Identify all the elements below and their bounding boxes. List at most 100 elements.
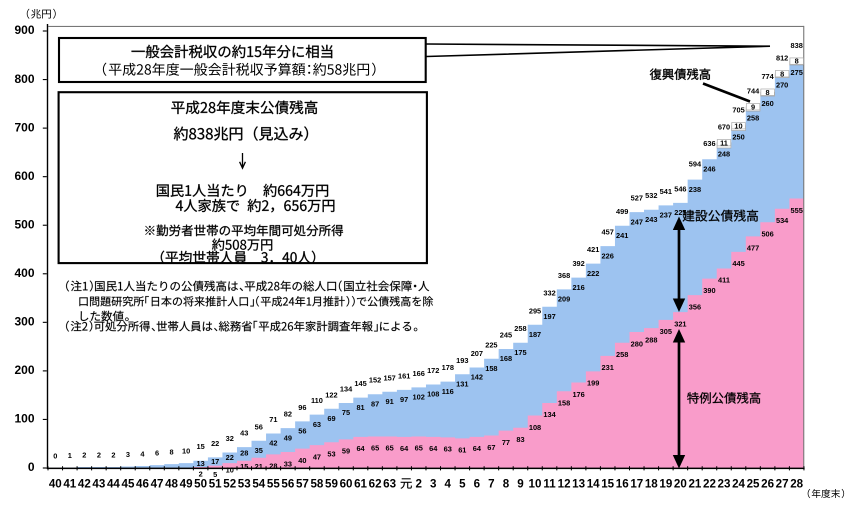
svg-text:28: 28 [790,477,803,490]
svg-text:48: 48 [165,477,178,490]
svg-text:134: 134 [543,410,556,419]
svg-text:87: 87 [371,399,379,408]
svg-text:55: 55 [267,477,280,490]
svg-text:216: 216 [572,283,584,292]
svg-text:71: 71 [269,415,277,424]
svg-text:295: 295 [529,306,541,315]
svg-text:245: 245 [500,331,512,340]
svg-text:45: 45 [122,477,135,490]
svg-text:5: 5 [213,470,217,479]
svg-text:175: 175 [514,348,526,357]
svg-text:91: 91 [386,397,394,406]
svg-text:260: 260 [761,99,773,108]
svg-text:56: 56 [255,422,263,431]
svg-text:65: 65 [386,444,394,453]
svg-text:4: 4 [140,450,145,459]
svg-text:53: 53 [327,450,335,459]
svg-text:43: 43 [92,477,105,490]
svg-text:172: 172 [427,366,439,375]
svg-text:594: 594 [689,159,702,168]
svg-text:9: 9 [517,477,524,490]
svg-text:64: 64 [473,444,482,453]
svg-text:270: 270 [776,81,788,90]
svg-text:27: 27 [776,477,789,490]
svg-text:62: 62 [369,477,382,490]
svg-text:32: 32 [226,434,234,443]
svg-text:421: 421 [587,245,599,254]
svg-text:53: 53 [238,477,251,490]
svg-text:102: 102 [413,393,425,402]
svg-text:97: 97 [400,395,408,404]
svg-text:2: 2 [97,451,101,460]
svg-text:20: 20 [674,477,687,490]
svg-text:225: 225 [485,340,497,349]
svg-text:28: 28 [269,462,277,471]
svg-text:600: 600 [14,169,34,183]
svg-text:131: 131 [456,379,468,388]
svg-text:800: 800 [14,72,34,86]
svg-text:0: 0 [53,451,57,460]
svg-text:96: 96 [298,403,306,412]
svg-text:193: 193 [456,356,468,365]
svg-text:18: 18 [645,477,658,490]
svg-text:392: 392 [572,259,584,268]
svg-text:250: 250 [732,132,744,141]
svg-text:157: 157 [383,373,395,382]
svg-text:61: 61 [354,477,367,490]
svg-text:28: 28 [240,449,248,458]
svg-text:636: 636 [703,139,715,148]
svg-text:49: 49 [284,433,292,442]
svg-text:54: 54 [252,477,265,490]
svg-text:8: 8 [503,477,510,490]
svg-text:209: 209 [558,295,570,304]
svg-text:77: 77 [502,438,510,447]
svg-text:176: 176 [572,390,584,399]
svg-text:64: 64 [356,444,365,453]
svg-text:12: 12 [558,477,571,490]
svg-text:199: 199 [587,379,599,388]
svg-text:1: 1 [68,451,72,460]
svg-text:42: 42 [269,439,277,448]
svg-text:6: 6 [155,449,159,458]
svg-text:158: 158 [558,399,570,408]
svg-text:8: 8 [795,57,799,66]
svg-text:50: 50 [194,477,207,490]
svg-text:555: 555 [791,206,803,215]
svg-text:81: 81 [356,403,364,412]
svg-text:15: 15 [197,442,205,451]
svg-text:8: 8 [766,88,770,97]
svg-text:166: 166 [413,369,425,378]
svg-text:10: 10 [734,121,742,130]
svg-text:2: 2 [111,451,115,460]
svg-text:21: 21 [255,462,263,471]
svg-text:64: 64 [429,444,438,453]
svg-text:390: 390 [703,286,715,295]
svg-text:15: 15 [240,462,248,471]
svg-text:33: 33 [284,459,292,468]
svg-text:744: 744 [747,86,760,95]
svg-text:23: 23 [718,477,731,490]
svg-text:46: 46 [136,477,149,490]
svg-text:332: 332 [543,288,555,297]
svg-text:178: 178 [442,363,454,372]
svg-text:226: 226 [602,251,614,260]
svg-text:457: 457 [602,228,614,237]
svg-text:64: 64 [400,444,409,453]
svg-text:300: 300 [14,315,34,329]
svg-text:321: 321 [674,319,686,328]
svg-text:116: 116 [442,387,454,396]
svg-text:900: 900 [14,23,34,37]
svg-text:168: 168 [500,354,512,363]
svg-text:51: 51 [209,477,222,490]
svg-text:4: 4 [445,477,452,490]
svg-text:231: 231 [602,363,614,372]
svg-text:52: 52 [223,477,236,490]
svg-text:10: 10 [529,477,542,490]
svg-text:63: 63 [383,477,396,490]
svg-text:500: 500 [14,217,34,231]
svg-text:41: 41 [63,477,76,490]
svg-text:774: 774 [761,72,774,81]
svg-text:8: 8 [780,69,784,78]
svg-text:243: 243 [645,215,657,224]
svg-text:47: 47 [151,477,164,490]
